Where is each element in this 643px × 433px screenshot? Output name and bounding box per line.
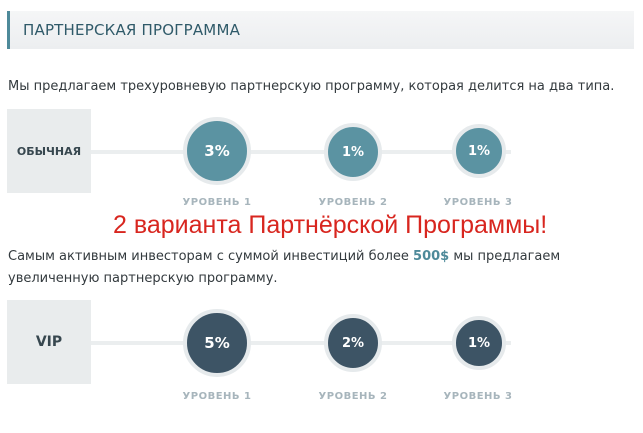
- level-3-label: УРОВЕНЬ 3: [443, 391, 513, 402]
- level-2-label: УРОВЕНЬ 2: [318, 197, 388, 208]
- levels-track: [91, 341, 511, 345]
- level-2-circle: 1%: [324, 123, 382, 181]
- plan-type-vip: VIP: [7, 300, 91, 384]
- level-2-label: УРОВЕНЬ 2: [318, 391, 388, 402]
- vip-amount: 500$: [413, 249, 450, 264]
- page-title: ПАРТНЕРСКАЯ ПРОГРАММА: [23, 21, 241, 39]
- levels-track: [91, 150, 511, 154]
- level-1-circle: 3%: [183, 117, 251, 185]
- level-3-circle: 1%: [452, 124, 506, 178]
- intro-text: Мы предлагаем трехуровневую партнерскую …: [8, 79, 615, 94]
- level-2-circle: 2%: [324, 314, 382, 372]
- overlay-caption: 2 варианта Партнёрской Программы!: [113, 211, 548, 239]
- vip-text-part2: мы предлагаем: [449, 249, 561, 264]
- vip-description: Самым активным инвесторам с суммой инвес…: [8, 246, 560, 290]
- level-1-label: УРОВЕНЬ 1: [182, 197, 252, 208]
- level-3-circle: 1%: [452, 316, 506, 370]
- vip-text-line2: увеличенную партнерскую программу.: [8, 271, 278, 286]
- level-3-label: УРОВЕНЬ 3: [443, 197, 513, 208]
- plan-type-regular: ОБЫЧНАЯ: [7, 109, 91, 193]
- level-1-circle: 5%: [183, 309, 251, 377]
- vip-text-part1: Самым активным инвесторам с суммой инвес…: [8, 249, 414, 264]
- section-header: ПАРТНЕРСКАЯ ПРОГРАММА: [7, 11, 634, 49]
- level-1-label: УРОВЕНЬ 1: [182, 391, 252, 402]
